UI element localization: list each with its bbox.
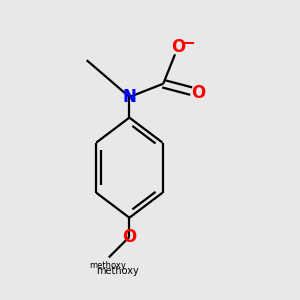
Text: N: N <box>122 88 136 106</box>
Text: methoxy: methoxy <box>89 261 126 270</box>
Text: methoxy: methoxy <box>96 266 139 276</box>
Text: −: − <box>181 34 195 52</box>
Text: O: O <box>171 38 185 56</box>
Text: O: O <box>191 84 206 102</box>
Text: O: O <box>122 228 136 246</box>
